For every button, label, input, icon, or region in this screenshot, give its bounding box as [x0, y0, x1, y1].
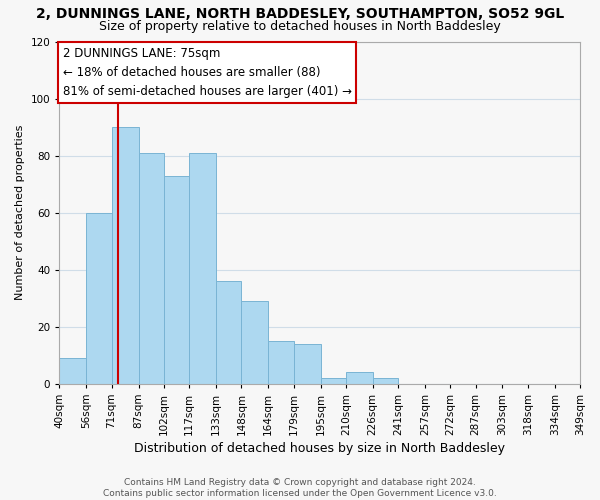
Bar: [268, 341, 293, 384]
Bar: [320, 378, 346, 384]
Bar: [346, 372, 373, 384]
Bar: [216, 281, 241, 384]
Bar: [59, 358, 86, 384]
Bar: [373, 378, 398, 384]
Y-axis label: Number of detached properties: Number of detached properties: [15, 125, 25, 300]
Bar: [139, 153, 164, 384]
Bar: [112, 127, 139, 384]
X-axis label: Distribution of detached houses by size in North Baddesley: Distribution of detached houses by size …: [134, 442, 505, 455]
Text: 2 DUNNINGS LANE: 75sqm
← 18% of detached houses are smaller (88)
81% of semi-det: 2 DUNNINGS LANE: 75sqm ← 18% of detached…: [63, 47, 352, 98]
Bar: [86, 212, 112, 384]
Bar: [164, 176, 189, 384]
Bar: [293, 344, 320, 384]
Text: Size of property relative to detached houses in North Baddesley: Size of property relative to detached ho…: [99, 20, 501, 33]
Bar: [189, 153, 216, 384]
Text: 2, DUNNINGS LANE, NORTH BADDESLEY, SOUTHAMPTON, SO52 9GL: 2, DUNNINGS LANE, NORTH BADDESLEY, SOUTH…: [36, 8, 564, 22]
Bar: [241, 301, 268, 384]
Text: Contains HM Land Registry data © Crown copyright and database right 2024.
Contai: Contains HM Land Registry data © Crown c…: [103, 478, 497, 498]
